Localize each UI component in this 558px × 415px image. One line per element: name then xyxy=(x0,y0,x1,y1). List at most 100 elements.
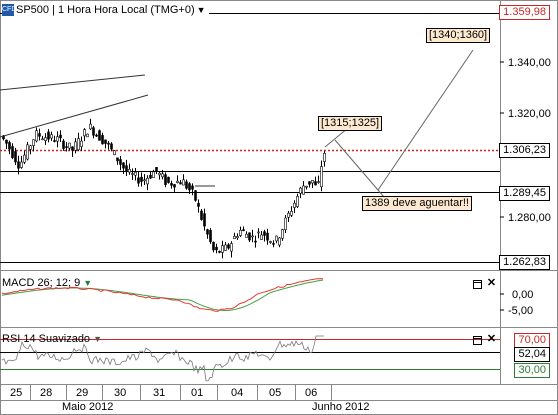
candle-body xyxy=(20,161,23,168)
annotation-target-mid[interactable]: [1315;1325] xyxy=(318,116,383,131)
chart-title-bar[interactable]: CFD SP500 | 1 Hora Hora Local (TMG+0) ▼ xyxy=(2,3,209,17)
triangle-down-icon[interactable]: ▼ xyxy=(196,5,206,15)
candle-body xyxy=(56,136,59,142)
candle-body xyxy=(263,231,266,236)
day-label: 05 xyxy=(269,387,282,399)
candle-body xyxy=(299,187,302,194)
candle-body xyxy=(239,229,242,236)
candle-body xyxy=(170,183,173,186)
annotation-target-high[interactable]: [1340;1360] xyxy=(426,28,491,43)
candle-body xyxy=(227,244,230,249)
triangle-down-icon[interactable]: ▼ xyxy=(93,334,102,344)
candle-body xyxy=(197,202,200,207)
candle-body xyxy=(281,229,284,239)
month-label: Junho 2012 xyxy=(312,401,370,413)
day-label: 31 xyxy=(153,387,166,399)
candle-body xyxy=(5,139,8,144)
candle-body xyxy=(71,146,74,151)
candle-body xyxy=(221,245,224,253)
price-tick: 1.280,00 xyxy=(508,212,551,224)
candle-body xyxy=(173,184,176,188)
candle-body xyxy=(320,166,323,188)
candle-body xyxy=(143,179,146,182)
candle-body xyxy=(110,143,113,150)
expand-icon[interactable] xyxy=(472,335,483,346)
candle-body xyxy=(59,134,62,139)
candle-body xyxy=(83,129,86,137)
candle-body xyxy=(74,141,77,151)
projection-line xyxy=(377,189,385,198)
candle-body xyxy=(89,123,92,130)
candle-body xyxy=(134,171,137,176)
candle-body xyxy=(251,235,254,238)
candle-body xyxy=(200,210,203,220)
rsi-level-70: 70,00 xyxy=(514,333,550,348)
candle-body xyxy=(269,241,272,243)
rsi-level-30: 30,00 xyxy=(514,363,550,378)
candle-body xyxy=(224,244,227,251)
candle-body xyxy=(305,185,308,188)
triangle-down-icon[interactable]: ▼ xyxy=(83,278,93,288)
projection-line xyxy=(324,127,349,148)
candle-body xyxy=(248,232,251,241)
candle-body xyxy=(95,134,98,137)
candle-body xyxy=(137,177,140,184)
candle-body xyxy=(323,153,326,162)
candle-body xyxy=(161,173,164,178)
candle-body xyxy=(314,181,317,186)
candle-body xyxy=(266,232,269,241)
macd-title[interactable]: MACD 26; 12; 9 ▼ xyxy=(2,277,92,289)
candle-body xyxy=(119,159,122,165)
rsi-title[interactable]: RSI 14 Suavizado ▼ xyxy=(2,333,102,345)
macd-line xyxy=(1,278,324,312)
candle-body xyxy=(287,212,290,218)
day-label: 04 xyxy=(231,387,244,399)
candle-body xyxy=(206,229,209,235)
candle-body xyxy=(158,172,161,176)
macd-tick: -5,00 xyxy=(508,305,534,317)
candle-body xyxy=(23,154,26,163)
candle-body xyxy=(128,168,131,173)
candle-body xyxy=(155,167,158,172)
cfd-icon: CFD xyxy=(2,4,16,16)
candle-body xyxy=(149,174,152,179)
candle-body xyxy=(293,202,296,208)
candle-body xyxy=(257,231,260,234)
day-label: 01 xyxy=(191,387,204,399)
candle-body xyxy=(47,131,50,140)
candle-body xyxy=(101,135,104,145)
close-icon[interactable]: ✕ xyxy=(486,277,497,289)
candle-body xyxy=(32,139,35,146)
candle-body xyxy=(272,243,275,245)
candle-body xyxy=(8,142,11,150)
candle-body xyxy=(317,181,320,183)
candle-body xyxy=(203,213,206,227)
candle-body xyxy=(167,176,170,183)
rsi-title-text: RSI 14 Suavizado xyxy=(2,333,91,345)
price-tick: 1.340,00 xyxy=(508,57,551,69)
candle-body xyxy=(212,241,215,251)
day-label: 28 xyxy=(40,387,53,399)
candle-body xyxy=(182,179,185,186)
candle-body xyxy=(107,142,110,145)
price-label-support: 1.289,45 xyxy=(499,186,550,201)
candle-body xyxy=(260,234,263,240)
candle-body xyxy=(215,246,218,251)
candle-body xyxy=(113,150,116,156)
candle-body xyxy=(179,182,182,185)
month-label: Maio 2012 xyxy=(62,401,114,413)
candle-body xyxy=(125,165,128,172)
candle-body xyxy=(308,181,311,185)
expand-icon[interactable] xyxy=(472,279,483,290)
candle-body xyxy=(152,171,155,178)
candle-body xyxy=(29,145,32,150)
annotation-note[interactable]: 1389 deve aguentar!! xyxy=(362,196,472,211)
day-label: 29 xyxy=(76,387,89,399)
candle-body xyxy=(296,196,299,207)
close-icon[interactable]: ✕ xyxy=(486,333,497,345)
candle-body xyxy=(236,236,239,239)
candle-body xyxy=(209,230,212,243)
candle-body xyxy=(233,235,236,240)
candle-body xyxy=(242,229,245,231)
